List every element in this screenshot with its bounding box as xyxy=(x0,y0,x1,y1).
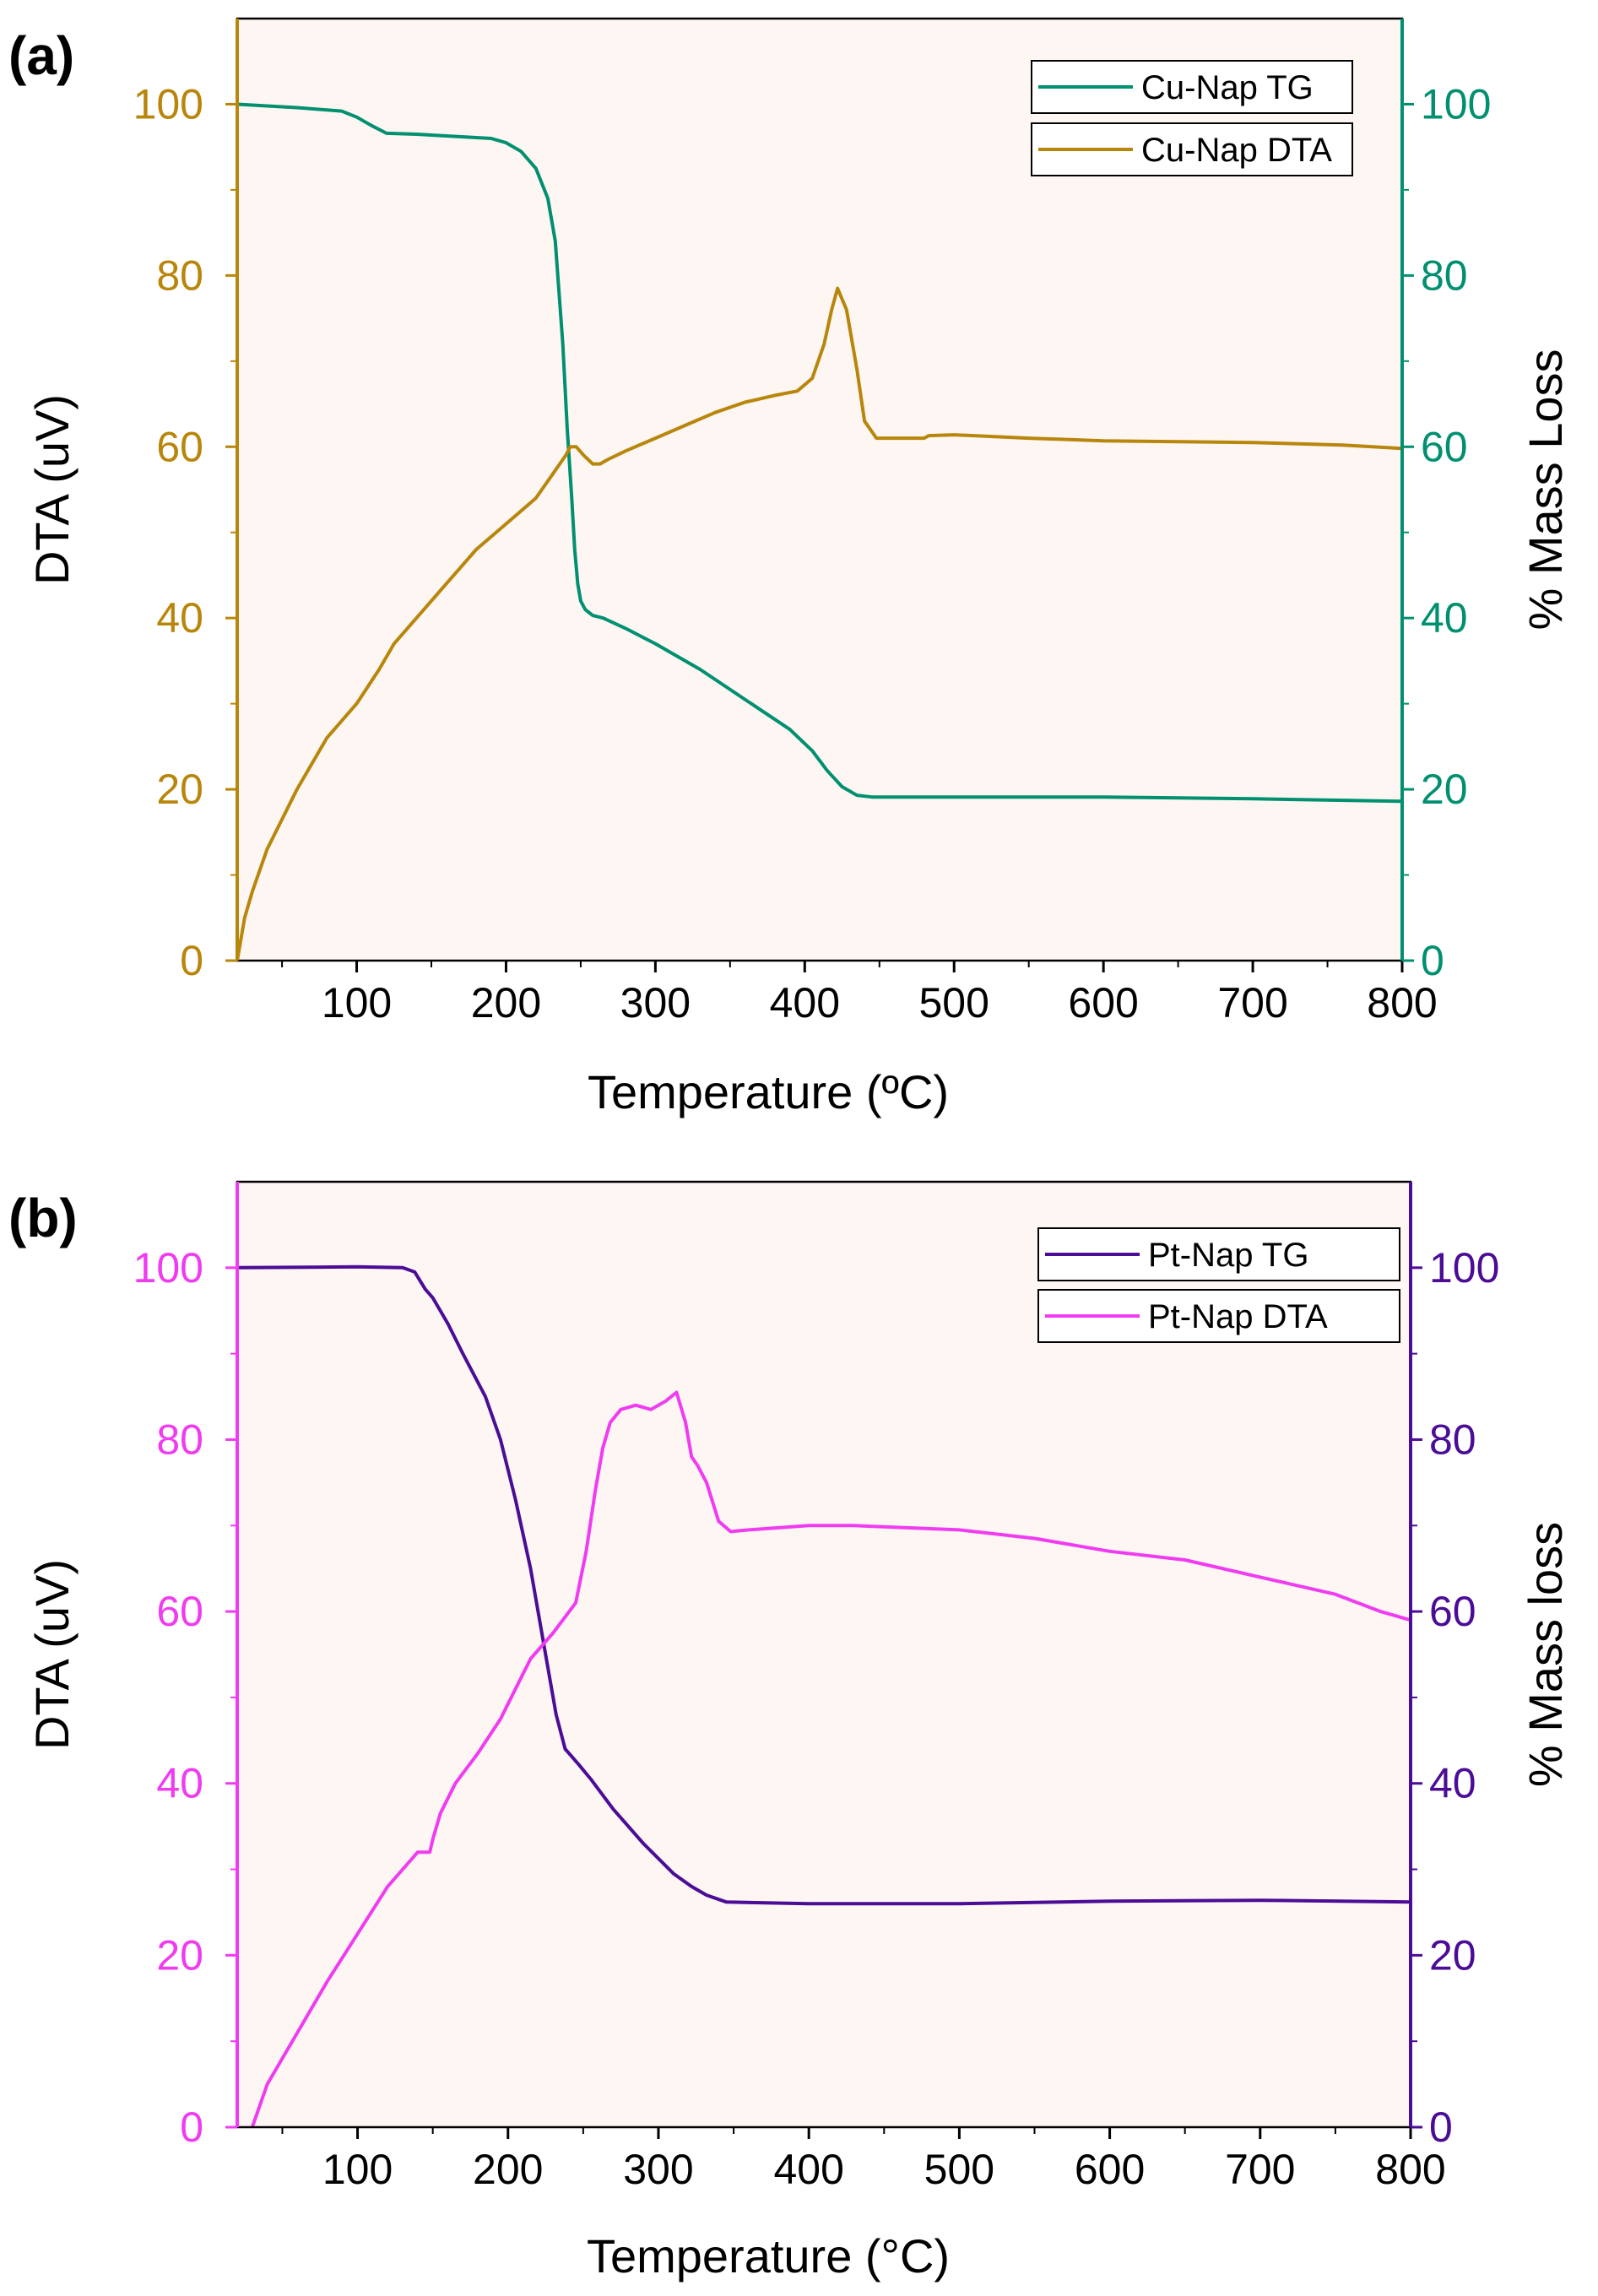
x-tick-label-b-1: 200 xyxy=(473,2146,543,2193)
y-left-tick-label-a-0: 0 xyxy=(180,937,203,984)
y-right-tick-label-a-4: 80 xyxy=(1421,252,1468,299)
y-left-tick-label-a-5: 100 xyxy=(133,80,203,127)
y-right-tick-label-b-3: 60 xyxy=(1429,1588,1476,1635)
x-tick-label-a-1: 200 xyxy=(471,979,541,1026)
x-tick-label-b-6: 700 xyxy=(1225,2146,1295,2193)
x-tick-label-b-2: 300 xyxy=(623,2146,693,2193)
y-right-tick-label-a-1: 20 xyxy=(1421,766,1468,813)
x-tick-label-a-0: 100 xyxy=(322,979,392,1026)
y-left-tick-label-a-2: 40 xyxy=(156,594,203,642)
y-right-axis-title-b: % Mass loss xyxy=(1519,1522,1572,1787)
y-left-tick-label-a-3: 60 xyxy=(156,423,203,470)
y-left-tick-label-b-0: 0 xyxy=(180,2104,203,2151)
legend-label-a-1: Cu-Nap DTA xyxy=(1141,132,1332,169)
y-left-tick-label-b-4: 80 xyxy=(156,1416,203,1463)
legend-label-a-0: Cu-Nap TG xyxy=(1141,69,1314,106)
y-left-tick-label-b-5: 100 xyxy=(133,1244,203,1292)
y-left-axis-title-a: DTA (uV) xyxy=(25,394,79,585)
legend-a: Cu-Nap TG Cu-Nap DTA xyxy=(1031,60,1353,176)
x-tick-label-b-4: 500 xyxy=(924,2146,994,2193)
x-tick-label-a-6: 700 xyxy=(1217,979,1287,1026)
y-right-tick-label-a-3: 60 xyxy=(1421,423,1468,470)
series-line-a-1 xyxy=(237,286,1402,961)
panel-a: (a) 100 200 300 400 500 600 700 800020406080100… xyxy=(8,17,1572,1118)
y-right-tick-label-a-2: 40 xyxy=(1421,594,1468,642)
y-left-tick-label-a-4: 80 xyxy=(156,252,203,299)
y-right-tick-label-b-1: 20 xyxy=(1429,1931,1476,1979)
legend-label-b-0: Pt-Nap TG xyxy=(1148,1237,1308,1274)
legend-b: Pt-Nap TG Pt-Nap DTA xyxy=(1037,1227,1400,1343)
y-left-tick-label-a-1: 20 xyxy=(156,766,203,813)
x-tick-label-a-7: 800 xyxy=(1367,979,1437,1026)
x-tick-label-a-3: 400 xyxy=(770,979,840,1026)
series-line-a-0 xyxy=(237,102,1402,804)
y-right-tick-label-b-5: 100 xyxy=(1429,1244,1499,1292)
panel-label-a: (a) xyxy=(8,25,74,86)
panel-label-b: (b) xyxy=(8,1188,78,1248)
y-left-tick-label-b-2: 40 xyxy=(156,1760,203,1807)
x-axis-title-a: Temperature (ºC) xyxy=(588,1065,949,1118)
x-tick-label-a-4: 500 xyxy=(919,979,989,1026)
panel-b: (b) 100 200 300 400 500 600 700 800020406080100… xyxy=(8,1180,1572,2282)
x-axis-title-b: Temperature (°C) xyxy=(587,2229,950,2282)
y-right-tick-label-a-0: 0 xyxy=(1421,937,1444,984)
x-tick-label-b-7: 800 xyxy=(1375,2146,1445,2193)
y-right-tick-label-a-5: 100 xyxy=(1421,80,1491,127)
series-line-b-0 xyxy=(237,1264,1411,1906)
x-tick-label-b-3: 400 xyxy=(773,2146,843,2193)
y-left-tick-label-b-1: 20 xyxy=(156,1931,203,1979)
x-tick-label-b-5: 600 xyxy=(1075,2146,1145,2193)
y-right-tick-label-b-4: 80 xyxy=(1429,1416,1476,1463)
x-tick-label-a-2: 300 xyxy=(620,979,691,1026)
y-right-axis-title-a: % Mass Loss xyxy=(1519,349,1572,631)
x-tick-label-b-0: 100 xyxy=(322,2146,393,2193)
y-left-tick-label-b-3: 60 xyxy=(156,1588,203,1635)
x-tick-label-a-5: 600 xyxy=(1068,979,1138,1026)
legend-label-b-1: Pt-Nap DTA xyxy=(1148,1298,1328,1335)
y-right-tick-label-b-0: 0 xyxy=(1429,2104,1453,2151)
series-line-b-1 xyxy=(250,1390,1411,2127)
y-left-axis-title-b: DTA (uV) xyxy=(25,1559,79,1750)
y-right-tick-label-b-2: 40 xyxy=(1429,1760,1476,1807)
